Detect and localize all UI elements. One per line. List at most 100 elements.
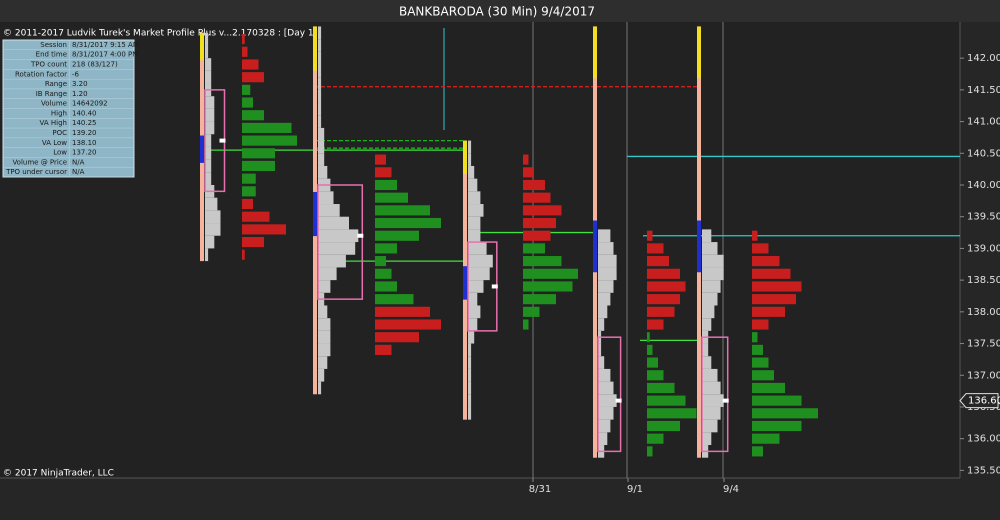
info-value: 137.20 [72, 149, 97, 157]
tpo-bar [205, 223, 221, 236]
value-area-box [701, 336, 729, 453]
volume-bar [647, 344, 653, 355]
info-label: Rotation factor [15, 70, 67, 78]
volume-bar [523, 281, 573, 292]
info-value: 1.20 [72, 90, 88, 98]
volume-bar [375, 268, 392, 279]
volume-bar [375, 306, 430, 317]
volume-bar [752, 332, 758, 343]
tpo-bar [205, 58, 212, 71]
tpo-bar [468, 280, 484, 293]
tpo-bar [318, 267, 337, 281]
volume-bar [752, 357, 769, 368]
volume-bar [752, 395, 802, 406]
volume-bar [523, 167, 534, 178]
volume-bar [242, 122, 292, 133]
volume-bar [647, 357, 658, 368]
tpo-bar [468, 204, 484, 217]
volume-bar [647, 319, 664, 330]
tpo-bar [318, 165, 328, 179]
tpo-bar [205, 210, 221, 224]
y-tick-label: 137.50 [967, 339, 1000, 350]
info-value: 14642092 [72, 100, 108, 108]
volume-bar [523, 319, 529, 330]
volume-bar [752, 382, 785, 394]
info-label: High [51, 109, 67, 117]
tpo-bar [468, 165, 475, 179]
tpo-bar [598, 394, 617, 407]
tpo-bar [205, 172, 212, 185]
volume-bar [647, 382, 675, 394]
y-tick-label: 136.00 [967, 434, 1000, 445]
tpo-bar [318, 356, 328, 369]
volume-bar [647, 256, 669, 267]
info-label: VA High [40, 119, 67, 127]
x-tick-label: 9/1 [627, 484, 643, 495]
volume-bar [752, 306, 785, 317]
tpo-bar [318, 305, 328, 319]
letter-column-ib [593, 26, 597, 79]
volume-bar [523, 205, 562, 216]
tpo-bar [598, 356, 605, 369]
info-label: TPO under cursor [5, 168, 67, 176]
letter-column-mid [697, 220, 701, 273]
tpo-bar [318, 381, 322, 395]
tpo-bar [598, 305, 608, 319]
volume-bar [647, 294, 680, 305]
volume-bar [752, 268, 791, 279]
volume-bar [523, 256, 562, 267]
info-label: Volume @ Price [12, 158, 67, 166]
info-label: Volume [41, 100, 67, 108]
tpo-bar [598, 406, 614, 420]
info-value: N/A [72, 168, 85, 176]
letter-column-ib [463, 140, 467, 175]
letter-column-mid [200, 135, 204, 163]
letter-column-ib [697, 26, 701, 79]
info-value: 8/31/2017 4:00 PM [72, 51, 138, 59]
y-tick-label: 141.00 [967, 117, 1000, 128]
volume-bar [647, 332, 650, 343]
tpo-bar [468, 356, 472, 369]
volume-bar [647, 230, 653, 241]
tpo-bar [318, 51, 322, 65]
tpo-bar [205, 248, 209, 262]
letter-column-ib [313, 26, 317, 71]
tpo-bar [598, 254, 617, 268]
volume-bar [752, 281, 802, 292]
volume-bar [375, 344, 392, 355]
tpo-bar [318, 64, 322, 78]
volume-bar [375, 217, 441, 229]
tpo-bar [318, 102, 322, 116]
volume-bar [375, 243, 397, 254]
y-tick-label: 140.50 [967, 148, 1000, 159]
title-bar [0, 0, 1000, 22]
volume-bar [523, 306, 540, 317]
tpo-bar [598, 432, 608, 446]
tpo-bar [598, 292, 611, 306]
tpo-bar [702, 305, 715, 319]
tpo-bar [318, 115, 322, 128]
info-label: POC [52, 129, 67, 137]
volume-bar [375, 319, 441, 330]
volume-bar [242, 110, 264, 121]
tpo-bar [702, 368, 718, 382]
y-tick-label: 137.00 [967, 370, 1000, 381]
tpo-bar [318, 153, 325, 166]
volume-bar [523, 243, 545, 254]
info-value: 139.20 [72, 129, 97, 137]
poc-marker [491, 284, 498, 289]
tpo-bar [318, 191, 334, 205]
tpo-bar [468, 406, 472, 420]
tpo-bar [468, 318, 478, 331]
info-value: 138.10 [72, 139, 97, 147]
tpo-bar [205, 121, 215, 135]
tpo-bar [318, 280, 331, 293]
tpo-bar [702, 267, 724, 281]
tpo-bar [468, 381, 472, 395]
tpo-bar [468, 267, 490, 281]
volume-bar [752, 256, 780, 267]
poc-marker [357, 233, 364, 238]
volume-bar [523, 179, 545, 191]
volume-bar [375, 332, 419, 343]
tpo-bar [702, 229, 712, 243]
